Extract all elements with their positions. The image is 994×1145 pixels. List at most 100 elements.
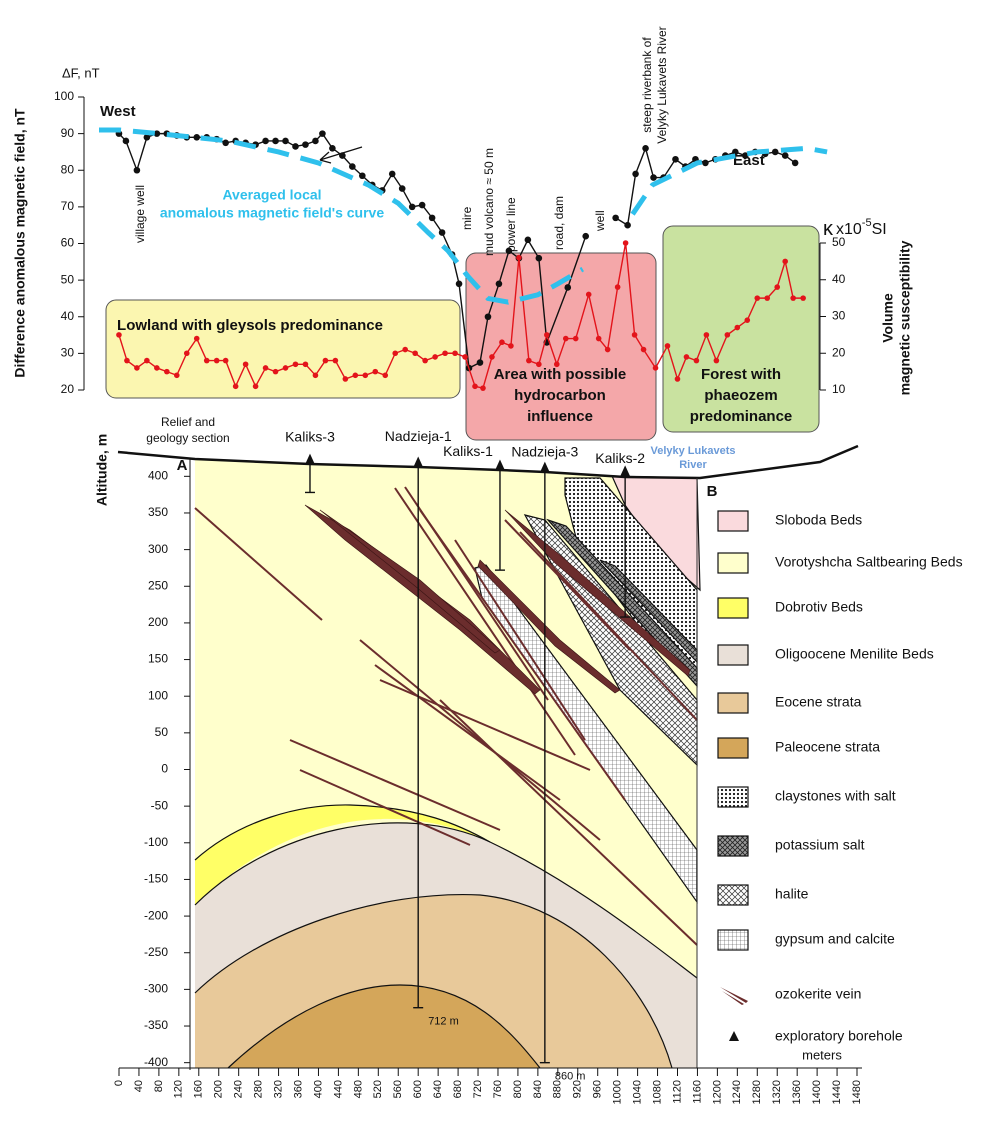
borehole-marker bbox=[620, 465, 631, 477]
data-point bbox=[319, 130, 326, 137]
y-tick-label: -50 bbox=[151, 798, 169, 812]
data-point bbox=[398, 185, 406, 192]
x-tick-label: 760 bbox=[492, 1080, 504, 1098]
y-tick-label: 40 bbox=[61, 309, 75, 323]
geology-section bbox=[117, 444, 859, 1069]
data-point bbox=[388, 170, 396, 178]
data-point bbox=[516, 254, 522, 261]
y-tick-label: 30 bbox=[61, 346, 75, 360]
vein-lens bbox=[319, 509, 501, 654]
end-label: B bbox=[707, 483, 718, 500]
data-point bbox=[800, 295, 806, 301]
annotation: mud volcano ≈ 50 m bbox=[482, 148, 496, 256]
legend-label: ozokerite vein bbox=[775, 986, 861, 1002]
y-tick-label: -250 bbox=[144, 945, 168, 959]
x-tick-label: 1200 bbox=[711, 1080, 723, 1104]
x-tick-label: 440 bbox=[332, 1080, 344, 1098]
data-point bbox=[672, 155, 679, 163]
vein-lens bbox=[504, 509, 691, 677]
y2-unit-label: κ x10-5SI bbox=[823, 217, 887, 240]
legend-label: claystones with salt bbox=[775, 788, 896, 804]
y2-axis-label: magnetic susceptibility bbox=[897, 240, 913, 395]
data-point bbox=[702, 159, 709, 167]
x-tick-label: 1440 bbox=[831, 1080, 843, 1104]
end-label: A bbox=[177, 457, 188, 474]
data-point bbox=[422, 357, 428, 364]
legend-swatch bbox=[729, 1031, 739, 1041]
data-point bbox=[585, 291, 592, 298]
data-point bbox=[774, 284, 781, 290]
data-point bbox=[359, 172, 366, 180]
data-point bbox=[312, 372, 319, 379]
annotation: West bbox=[100, 103, 136, 120]
annotation: road, dam bbox=[552, 196, 566, 250]
vein bbox=[519, 531, 698, 721]
borehole-label: Nadzieja-3 bbox=[511, 443, 578, 459]
data-point bbox=[442, 350, 448, 357]
y-tick-label: 50 bbox=[155, 725, 169, 739]
region-label: hydrocarbon bbox=[514, 387, 606, 404]
legend-swatch bbox=[717, 835, 749, 857]
borehole-marker bbox=[539, 461, 550, 473]
region-label: Forest with bbox=[701, 366, 781, 383]
data-point bbox=[664, 343, 671, 349]
vein bbox=[504, 519, 631, 651]
river-label: River bbox=[679, 459, 707, 471]
x-tick-label: 240 bbox=[233, 1080, 245, 1098]
y-tick-label: 150 bbox=[148, 652, 168, 666]
legend-swatch bbox=[717, 884, 749, 906]
data-point bbox=[392, 350, 399, 357]
vein bbox=[454, 539, 586, 741]
data-point bbox=[312, 137, 319, 145]
layer-boundary bbox=[194, 822, 698, 979]
y2-tick-label: 50 bbox=[832, 235, 846, 249]
x-tick-label: 360 bbox=[292, 1080, 304, 1098]
x-tick-label: 1480 bbox=[851, 1080, 863, 1104]
data-point bbox=[222, 357, 229, 364]
layer-boundary bbox=[194, 893, 673, 1069]
data-point bbox=[122, 137, 130, 145]
layer-boundary bbox=[194, 804, 491, 861]
data-point bbox=[418, 201, 426, 209]
y2-tick-label: 30 bbox=[832, 309, 846, 323]
borehole-marker bbox=[304, 453, 315, 465]
data-point bbox=[526, 357, 532, 364]
data-point bbox=[452, 350, 458, 357]
y-tick-label: -350 bbox=[144, 1018, 168, 1032]
data-point bbox=[232, 383, 239, 390]
x-tick-label: 640 bbox=[432, 1080, 444, 1098]
x-tick-label: 560 bbox=[392, 1080, 404, 1098]
data-point bbox=[438, 229, 446, 236]
data-point bbox=[164, 368, 170, 375]
data-point bbox=[412, 350, 418, 357]
y2-unit-part: -5 bbox=[862, 217, 872, 229]
data-point bbox=[564, 284, 572, 291]
region-label: influence bbox=[527, 408, 593, 425]
x-tick-label: 160 bbox=[193, 1080, 205, 1098]
vein bbox=[299, 769, 471, 846]
data-point bbox=[754, 295, 761, 301]
vein bbox=[419, 509, 626, 801]
data-point bbox=[133, 166, 141, 174]
data-point bbox=[372, 368, 379, 375]
data-point bbox=[143, 133, 151, 141]
x-tick-label: 40 bbox=[133, 1080, 145, 1092]
borehole-marker bbox=[413, 456, 424, 468]
x-tick-label: 1040 bbox=[632, 1080, 644, 1104]
data-point bbox=[604, 346, 611, 353]
vein bbox=[359, 639, 601, 841]
y-tick-label: 200 bbox=[148, 615, 168, 629]
x-axis-label: meters bbox=[802, 1047, 842, 1062]
data-point bbox=[124, 357, 130, 364]
legend-swatch bbox=[717, 737, 749, 759]
data-point bbox=[262, 137, 269, 145]
dashed-curve bbox=[99, 127, 828, 305]
data-point bbox=[642, 144, 649, 152]
x-tick-label: 200 bbox=[213, 1080, 225, 1098]
legend-label: exploratory borehole bbox=[775, 1028, 903, 1044]
y-tick-label: 70 bbox=[61, 199, 75, 213]
x-tick-label: 1320 bbox=[771, 1080, 783, 1104]
y-tick-label: 60 bbox=[61, 236, 75, 250]
data-point bbox=[292, 143, 299, 150]
x-tick-label: 280 bbox=[253, 1080, 265, 1098]
